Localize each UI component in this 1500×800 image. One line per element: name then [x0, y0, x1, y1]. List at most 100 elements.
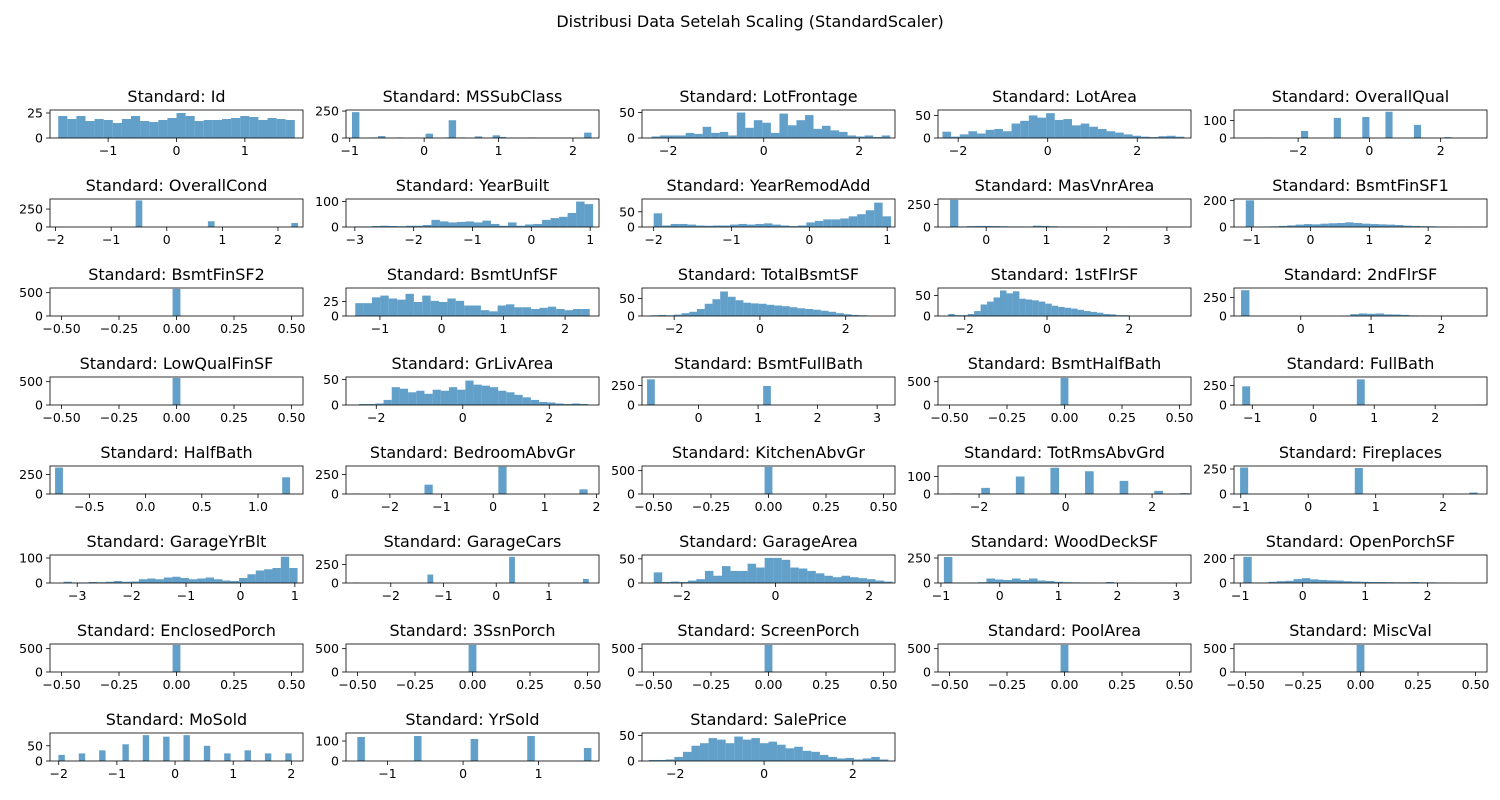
- bar: [1012, 291, 1020, 316]
- subplot: Standard: GarageCars −2 −1 0 1 0 250: [315, 532, 600, 603]
- bar: [751, 303, 759, 316]
- bar: [759, 743, 769, 761]
- bar: [739, 570, 748, 583]
- bars: [355, 293, 590, 316]
- bar: [249, 117, 259, 138]
- x-tick-label: 0.25: [220, 410, 248, 425]
- x-tick-label: −1: [177, 588, 195, 603]
- bar: [812, 309, 821, 316]
- bar: [1375, 313, 1384, 316]
- bar: [172, 576, 181, 583]
- x-tick-label: 0: [420, 143, 428, 158]
- subplot-title: Standard: HalfBath: [100, 443, 252, 462]
- x-tick-label: 0: [1365, 143, 1373, 158]
- bar: [1077, 309, 1085, 316]
- x-tick-label: 0.0: [136, 499, 156, 514]
- subplot: Standard: OpenPorchSF −1 0 1 2 0 200: [1203, 532, 1488, 603]
- bar: [994, 579, 1004, 583]
- bar: [424, 393, 433, 405]
- subplot-title: Standard: OverallQual: [1272, 87, 1449, 106]
- bars: [353, 556, 589, 583]
- bar: [413, 736, 422, 761]
- y-tick-label: 250: [1203, 290, 1227, 305]
- y-tick-label: 0: [627, 131, 635, 146]
- bar: [197, 578, 206, 583]
- bar: [1028, 115, 1038, 138]
- bar: [1080, 123, 1090, 138]
- bar: [357, 737, 365, 761]
- bar: [806, 222, 815, 227]
- y-tick-label: 50: [915, 288, 931, 303]
- y-tick-label: 0: [35, 131, 43, 146]
- bar: [188, 579, 198, 583]
- bar: [1312, 224, 1321, 227]
- bars: [172, 288, 181, 316]
- bar: [1285, 580, 1294, 583]
- axes-frame: [1233, 109, 1488, 139]
- bar: [172, 377, 181, 405]
- bar: [993, 297, 1001, 316]
- bar: [747, 563, 757, 583]
- bar: [772, 224, 781, 227]
- bar: [1037, 117, 1047, 138]
- bar: [105, 581, 114, 583]
- bar: [88, 582, 98, 583]
- bar: [874, 202, 883, 227]
- y-tick-label: 0: [1219, 398, 1227, 413]
- subplot: Standard: BsmtFinSF2 −0.50 −0.25 0.00 0.25 0.…: [19, 265, 305, 336]
- bar: [813, 128, 823, 138]
- bar: [289, 568, 298, 583]
- bar: [679, 223, 688, 227]
- x-tick-label: 0.00: [459, 677, 487, 692]
- bar: [700, 743, 709, 761]
- bars: [55, 200, 298, 227]
- x-tick-label: 2: [1424, 588, 1432, 603]
- bar: [130, 581, 139, 583]
- bar: [828, 756, 837, 761]
- subplot-title: Standard: YearBuilt: [396, 176, 549, 195]
- bar: [380, 295, 389, 316]
- subplot-title: Standard: OverallCond: [86, 176, 268, 195]
- bar: [832, 577, 842, 583]
- subplot: Standard: PoolArea −0.50 −0.25 0.00 0.25 0.50…: [907, 621, 1193, 692]
- x-tick-label: 0: [1309, 410, 1317, 425]
- bar: [679, 582, 688, 583]
- x-tick-label: 1: [535, 766, 543, 781]
- bar: [811, 751, 820, 761]
- bar: [158, 120, 168, 138]
- bar: [530, 399, 540, 405]
- subplot-title: Standard: BsmtFullBath: [674, 354, 863, 373]
- bar: [1377, 582, 1386, 583]
- bar: [1085, 471, 1094, 494]
- x-tick-label: 0: [236, 588, 244, 603]
- y-tick-label: 500: [19, 374, 43, 389]
- x-tick-label: −0.50: [930, 410, 968, 425]
- subplot-title: Standard: MoSold: [106, 710, 247, 729]
- bars: [1356, 644, 1365, 672]
- bar: [1367, 313, 1376, 316]
- bar: [787, 125, 797, 138]
- bar: [1106, 131, 1116, 138]
- bar: [276, 119, 286, 138]
- bar: [522, 397, 531, 405]
- bar: [1089, 126, 1098, 138]
- x-tick-label: 0: [438, 321, 446, 336]
- bar: [509, 556, 515, 583]
- x-tick-label: 1.0: [248, 499, 268, 514]
- x-tick-label: −1: [378, 766, 396, 781]
- bar: [194, 121, 204, 138]
- bar: [730, 570, 740, 583]
- bar: [1360, 581, 1369, 583]
- x-tick-label: 0: [1062, 499, 1070, 514]
- bar: [527, 736, 535, 761]
- bar: [1032, 225, 1042, 227]
- x-tick-label: −0.50: [1226, 677, 1264, 692]
- bars: [63, 556, 298, 583]
- bar: [804, 115, 814, 138]
- x-tick-label: 0.25: [1108, 677, 1136, 692]
- x-tick-label: 2: [545, 410, 553, 425]
- x-tick-label: −2: [666, 766, 684, 781]
- bar: [831, 219, 841, 227]
- x-tick-label: 1: [586, 232, 594, 247]
